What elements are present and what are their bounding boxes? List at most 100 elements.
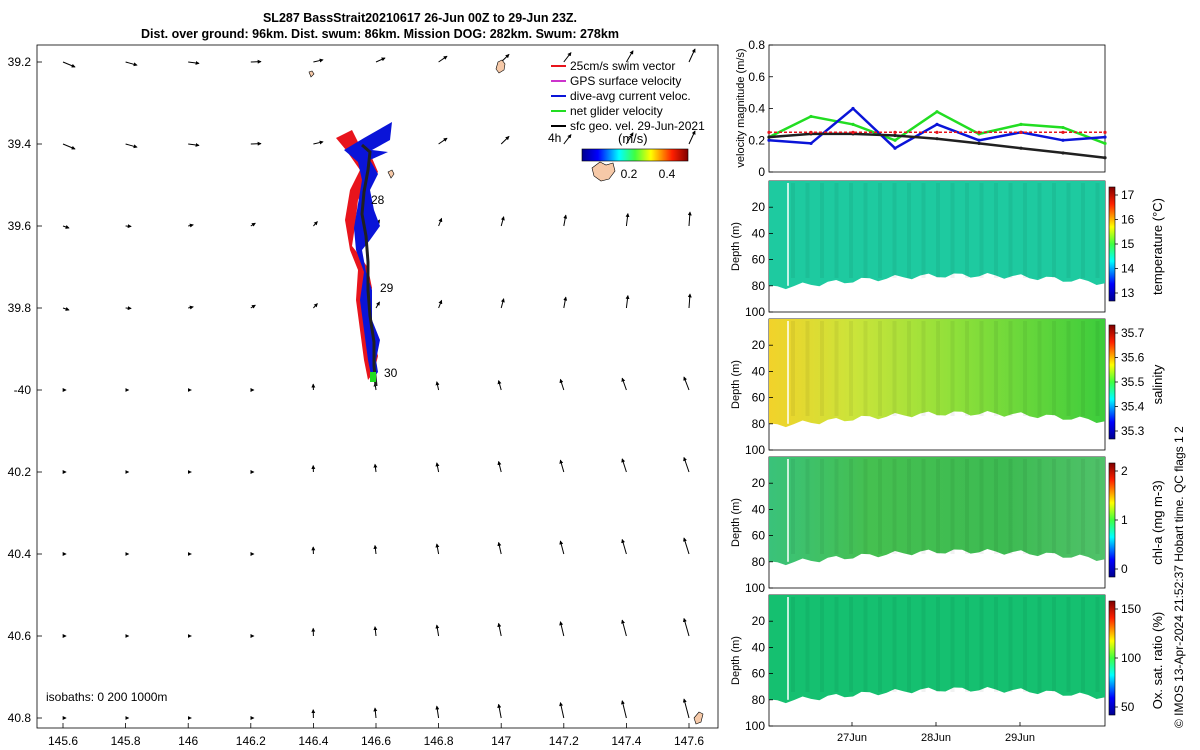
velocity-point bbox=[1019, 122, 1023, 126]
legend-label: dive-avg current veloc. bbox=[570, 89, 691, 103]
velocity-point bbox=[809, 130, 813, 134]
island-shape bbox=[495, 59, 506, 74]
vector-arrow bbox=[250, 222, 256, 227]
velocity-point bbox=[893, 130, 897, 134]
vector-arrow bbox=[373, 707, 378, 719]
vector-arrow bbox=[438, 299, 443, 309]
island-shape bbox=[591, 161, 616, 182]
velocity-point bbox=[1061, 151, 1065, 155]
vector-arrow bbox=[687, 211, 692, 227]
vector-arrow bbox=[559, 621, 565, 637]
vector-arrow bbox=[497, 379, 502, 391]
velocity-point bbox=[977, 130, 981, 134]
velocity-point bbox=[935, 137, 939, 141]
longitude-tick-label: 145.8 bbox=[111, 734, 141, 748]
velocity-tick-label: 0.6 bbox=[748, 70, 765, 84]
latitude-tick-label: 40.6 bbox=[8, 629, 32, 643]
legend-label: sfc geo. vel. 29-Jun-2021 bbox=[570, 119, 705, 133]
velocity-point bbox=[1061, 125, 1065, 130]
glider-track bbox=[360, 143, 378, 387]
latitude-tick-label: 40.8 bbox=[8, 711, 32, 725]
vector-arrow bbox=[438, 137, 448, 145]
geostrophic-vector-field bbox=[62, 48, 696, 720]
section-colorbar bbox=[1108, 324, 1116, 440]
vector-arrow bbox=[313, 221, 318, 227]
section-panel-temperature: 20 40 60 80 100 Depth (m) 17 16 15 14 13 temperatur… bbox=[730, 180, 1165, 319]
velocity-point bbox=[935, 130, 939, 134]
vector-arrow bbox=[438, 55, 448, 63]
vector-arrow bbox=[687, 293, 692, 309]
latitude-tick-label: 40.4 bbox=[8, 547, 32, 561]
vector-arrow bbox=[313, 140, 324, 145]
vector-arrow bbox=[62, 225, 70, 229]
colorbar-tick-label: 13 bbox=[1121, 286, 1135, 300]
depth-tick-label: 80 bbox=[752, 693, 766, 707]
colorbar-label: chl-a (mg m-3) bbox=[1150, 480, 1165, 565]
colorbar-tick-label: 50 bbox=[1121, 700, 1135, 714]
vector-arrow bbox=[497, 541, 502, 555]
depth-tick-label: 80 bbox=[752, 279, 766, 293]
vector-arrow bbox=[682, 617, 690, 637]
velocity-point bbox=[767, 130, 771, 134]
colorbar-tick-label: 35.6 bbox=[1121, 351, 1145, 365]
section-field bbox=[769, 319, 1105, 428]
depth-tick-label: 80 bbox=[752, 417, 766, 431]
depth-tick-label: 20 bbox=[752, 476, 766, 490]
depth-tick-label: 40 bbox=[752, 640, 766, 654]
time-tick-label: 27Jun bbox=[837, 732, 867, 744]
velocity-tick-label: 0.2 bbox=[748, 133, 765, 147]
island-shape bbox=[308, 70, 315, 78]
vector-arrow bbox=[563, 52, 572, 63]
legend-label: GPS surface velocity bbox=[570, 74, 681, 88]
depth-tick-label: 60 bbox=[752, 667, 766, 681]
longitude-tick-label: 146 bbox=[178, 734, 198, 748]
section-colorbar bbox=[1108, 462, 1116, 578]
vector-arrow bbox=[188, 142, 200, 147]
vector-arrow bbox=[625, 50, 634, 63]
velocity-y-ticks: 0.8 0.6 0.4 0.2 0 bbox=[748, 38, 773, 179]
section-field bbox=[769, 457, 1105, 566]
vector-arrow bbox=[435, 381, 440, 391]
depth-axis-label: Depth (m) bbox=[730, 222, 742, 271]
vector-arrow bbox=[313, 303, 318, 309]
colorbar-tick-label: 35.4 bbox=[1121, 400, 1145, 414]
vector-arrow bbox=[313, 58, 324, 63]
vector-arrow bbox=[500, 298, 505, 309]
longitude-tick-label: 146.8 bbox=[424, 734, 454, 748]
vector-arrow bbox=[559, 459, 565, 473]
vector-arrow bbox=[125, 143, 138, 149]
speed-colorbar bbox=[581, 148, 689, 162]
colorbar-label: salinity bbox=[1150, 364, 1165, 404]
longitude-tick-label: 145.6 bbox=[48, 734, 78, 748]
vector-arrow bbox=[373, 626, 378, 637]
vector-arrow bbox=[682, 698, 690, 719]
vector-arrow bbox=[62, 61, 76, 68]
depth-tick-label: 40 bbox=[752, 226, 766, 240]
velocity-point bbox=[809, 114, 813, 119]
velocity-point bbox=[1103, 135, 1107, 139]
velocity-tick-label: 0 bbox=[758, 165, 765, 179]
track-day-label: 29 bbox=[380, 281, 394, 295]
vector-arrow bbox=[688, 130, 696, 145]
vector-arrow bbox=[621, 700, 627, 719]
velocity-point bbox=[893, 133, 897, 138]
depth-axis-label: Depth (m) bbox=[730, 498, 742, 547]
section-panel-chla: 20 40 60 80 100 Depth (m) 2 1 0 chl-a (mg m-3) bbox=[730, 456, 1165, 595]
vector-arrow bbox=[559, 540, 565, 555]
velocity-point bbox=[893, 146, 897, 150]
velocity-point bbox=[851, 130, 855, 134]
depth-tick-label: 60 bbox=[752, 391, 766, 405]
vector-arrow bbox=[188, 223, 194, 228]
section-field bbox=[769, 595, 1105, 704]
vector-arrow bbox=[621, 458, 627, 473]
velocity-point bbox=[1019, 146, 1023, 150]
swim-vector-swath bbox=[336, 130, 378, 380]
map-frame bbox=[36, 44, 719, 729]
isobaths-label: isobaths: 0 200 1000m bbox=[46, 690, 167, 704]
vector-arrow bbox=[438, 217, 443, 227]
time-tick-labels: 27Jun 28Jun 29Jun bbox=[837, 722, 1035, 744]
track-day-label: 30 bbox=[384, 366, 398, 380]
section-panel-salinity: 20 40 60 80 100 Depth (m) 35.7 35.6 35.5 35.4 35.3… bbox=[730, 318, 1165, 457]
vector-arrow bbox=[500, 216, 505, 227]
